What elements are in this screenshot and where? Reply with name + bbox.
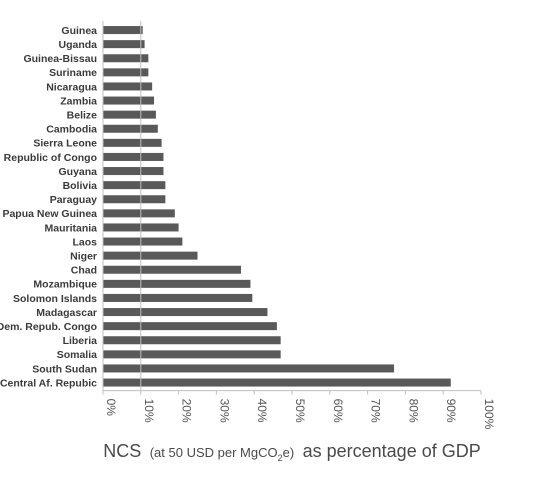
x-tick-label: 60% [331,399,345,423]
x-axis-title-tail: as percentage of GDP [303,441,481,461]
category-label: Suriname [49,67,97,79]
bar [103,209,175,218]
bar [103,364,395,373]
category-label: Laos [72,236,97,248]
bar [103,40,145,49]
category-label: South Sudan [32,363,97,375]
x-tick-label: 10% [142,399,156,423]
category-label: Paraguay [50,194,97,206]
x-tick-label: 80% [406,399,420,423]
category-label: Guinea-Bissau [23,53,97,65]
bar [103,378,451,387]
bar [103,265,241,274]
bar [103,96,155,105]
y-axis [102,21,142,391]
x-axis-title: NCS (at 50 USD per MgCO2e) as percentage… [103,441,480,463]
bar [103,110,156,119]
bars-group [103,26,451,387]
category-label: Sierra Leone [33,138,97,150]
bar [103,350,281,359]
category-label: Papua New Guinea [2,208,97,220]
bar [103,124,158,133]
bar [103,82,153,91]
category-label: Nicaragua [46,81,97,93]
x-tick-label: 20% [180,399,194,423]
bar [103,167,164,176]
bar [103,322,277,331]
x-tick-label: 30% [217,399,231,423]
category-label: Mozambique [33,279,97,291]
bar [103,138,162,147]
x-tick-labels: 0% 10% 20% 30% 40% 50% 60% 70% 80% 90% 100% [104,399,496,430]
x-tick-label: 90% [444,399,458,423]
bar [103,68,149,77]
x-tick-label: 40% [255,399,269,423]
category-label: Guinea [61,25,97,37]
category-label: Guyana [58,166,97,178]
bar [103,152,164,161]
category-label: Republic of Congo [4,152,97,164]
bar [103,279,251,288]
x-axis-title-paren-prefix: (at 50 USD per MgCO [150,445,278,460]
x-tick-label: 70% [369,399,383,423]
x-tick-marks [102,390,482,395]
x-axis-title-subscript: 2 [278,453,283,463]
x-axis-title-main: NCS [103,441,141,461]
bar [103,293,253,302]
bar [103,251,198,260]
category-label: Belize [67,109,98,121]
bar [103,54,149,63]
bar [103,308,268,317]
category-labels: Guinea Uganda Guinea-Bissau Suriname Nicarag… [0,25,97,390]
x-tick-label: 100% [482,399,496,430]
category-label: Dem. Repub. Congo [0,321,97,333]
category-label: Liberia [63,335,98,347]
bar [103,336,281,345]
category-label: Chad [71,265,97,277]
bar [103,195,166,204]
category-label: Uganda [58,39,97,51]
category-label: Niger [70,250,97,262]
x-axis-title-paren-suffix: e) [283,445,295,460]
x-tick-label: 0% [104,399,118,417]
category-label: Mauritania [44,222,97,234]
x-tick-label: 50% [293,399,307,423]
category-label: Cambodia [46,124,97,136]
category-label: Bolivia [63,180,98,192]
category-label: Zambia [60,95,97,107]
category-label: Somalia [57,349,97,361]
category-label: Madagascar [36,307,97,319]
bar [103,181,166,190]
bar [103,26,143,35]
bar [103,237,183,246]
category-label: Solomon Islands [13,293,97,305]
category-label: Central Af. Repubic [0,377,97,389]
